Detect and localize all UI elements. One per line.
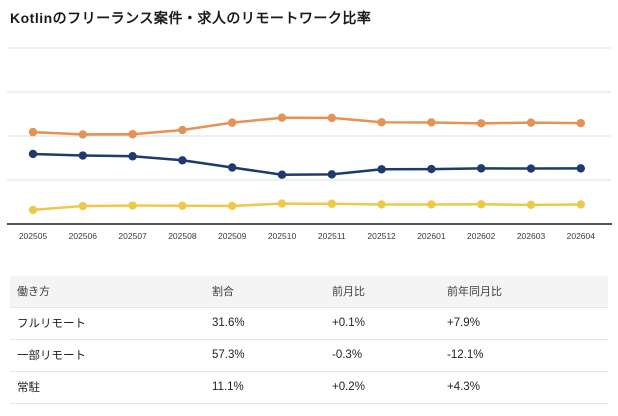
yoy-cell: -12.1% — [440, 339, 608, 372]
x-tick-label: 202604 — [567, 231, 596, 241]
full-remote-point — [477, 164, 486, 173]
full-remote-point — [78, 151, 88, 160]
full-remote-point — [28, 149, 38, 159]
x-tick-label: 202512 — [367, 231, 396, 241]
onsite-point — [427, 200, 436, 209]
partial-remote-point — [377, 118, 386, 127]
full-remote-line — [31, 152, 583, 176]
col-header-share: 割合 — [205, 276, 325, 308]
partial-remote-point — [228, 118, 237, 127]
onsite-point — [228, 201, 237, 211]
share-cell: 57.3% — [205, 339, 325, 372]
col-header-yoy: 前年同月比 — [440, 276, 608, 308]
full-remote-point — [576, 164, 585, 173]
x-tick-label: 202508 — [168, 231, 197, 241]
table-row: フルリモート 31.6% +0.1% +7.9% — [10, 307, 608, 340]
full-remote-point — [526, 164, 536, 173]
x-tick-label: 202603 — [517, 231, 546, 241]
onsite-point — [576, 200, 585, 209]
partial-remote-point — [277, 113, 287, 122]
onsite-point — [178, 201, 187, 210]
partial-remote-point — [178, 125, 187, 135]
workstyle-cell: 一部リモート — [10, 339, 205, 372]
full-remote-point — [377, 165, 386, 174]
full-remote-point — [327, 170, 336, 179]
full-remote-point — [427, 164, 436, 174]
table-row: 常駐 11.1% +0.2% +4.3% — [10, 371, 608, 404]
x-tick-label: 202505 — [19, 231, 48, 241]
x-tick-label: 202601 — [417, 231, 446, 241]
full-remote-point — [128, 152, 137, 161]
x-tick-label: 202507 — [118, 231, 147, 241]
x-tick-label: 202602 — [467, 231, 496, 241]
report-card: Kotlinのフリーランス案件・求人のリモートワーク比率 202505 20250… — [0, 10, 618, 404]
onsite-point — [28, 205, 38, 215]
x-tick-label: 202506 — [69, 231, 98, 241]
full-remote-point — [228, 163, 237, 172]
chart-container: 202505 202506 202507 202508 202509 202510 2025… — [0, 38, 618, 250]
partial-remote-line — [31, 116, 583, 136]
partial-remote-point — [427, 118, 436, 127]
x-tick-label: 202510 — [268, 231, 297, 241]
partial-remote-point — [576, 118, 585, 128]
col-header-workstyle: 働き方 — [10, 276, 205, 308]
onsite-point — [377, 200, 386, 209]
share-cell: 31.6% — [205, 307, 325, 340]
table-row: 一部リモート 57.3% -0.3% -12.1% — [10, 339, 608, 372]
remote-ratio-line-chart: 202505 202506 202507 202508 202509 202510 2025… — [7, 47, 612, 241]
onsite-point — [78, 201, 88, 211]
onsite-point — [327, 199, 336, 208]
partial-remote-point — [78, 130, 88, 139]
mom-cell: +0.1% — [325, 307, 440, 340]
onsite-point — [277, 199, 287, 208]
remote-ratio-table: 働き方 割合 前月比 前年同月比 フルリモート 31.6% +0.1% +7.9% 一部… — [10, 276, 608, 404]
yoy-cell: +4.3% — [440, 371, 608, 404]
onsite-point — [526, 200, 536, 210]
full-remote-point — [178, 156, 187, 165]
share-cell: 11.1% — [205, 371, 325, 404]
yoy-cell: +7.9% — [440, 307, 608, 340]
col-header-mom: 前月比 — [325, 276, 440, 308]
onsite-point — [477, 200, 486, 209]
mom-cell: -0.3% — [325, 339, 440, 372]
page-title: Kotlinのフリーランス案件・求人のリモートワーク比率 — [10, 10, 372, 26]
workstyle-cell: 常駐 — [10, 371, 205, 404]
x-tick-label: 202511 — [318, 231, 346, 241]
mom-cell: +0.2% — [325, 371, 440, 404]
full-remote-point — [277, 170, 287, 179]
onsite-line — [31, 202, 583, 212]
x-tick-label: 202509 — [218, 231, 247, 241]
partial-remote-point — [128, 130, 137, 139]
partial-remote-point — [526, 118, 536, 127]
partial-remote-point — [28, 127, 38, 137]
workstyle-cell: フルリモート — [10, 307, 205, 340]
table-header: 働き方 割合 前月比 前年同月比 — [10, 276, 608, 308]
onsite-point — [128, 201, 137, 210]
partial-remote-point — [327, 113, 336, 123]
partial-remote-point — [477, 119, 486, 128]
